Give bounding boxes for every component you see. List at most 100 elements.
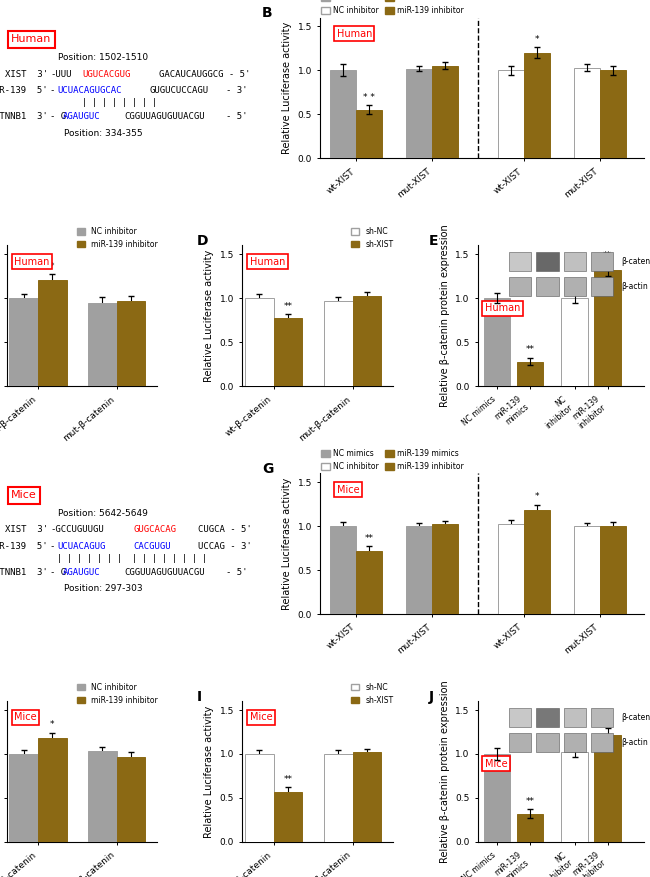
Text: mmu-miR-139  5': mmu-miR-139 5' bbox=[0, 542, 48, 552]
Text: CTNNB1  3': CTNNB1 3' bbox=[0, 111, 48, 121]
Text: **: ** bbox=[526, 346, 534, 354]
Text: I: I bbox=[197, 690, 202, 704]
Text: AGAUGUC: AGAUGUC bbox=[63, 111, 101, 121]
Bar bbox=[600, 526, 626, 614]
Text: AGAUGUC: AGAUGUC bbox=[63, 567, 101, 576]
Bar bbox=[356, 110, 382, 158]
Bar bbox=[356, 551, 382, 614]
Bar bbox=[562, 752, 588, 842]
Text: CACGUGU: CACGUGU bbox=[133, 542, 171, 552]
Bar bbox=[574, 526, 600, 614]
Bar bbox=[88, 752, 117, 842]
Text: -: - bbox=[50, 542, 61, 552]
Bar bbox=[524, 510, 550, 614]
Text: - 5': - 5' bbox=[226, 111, 247, 121]
Text: J: J bbox=[428, 690, 434, 704]
Text: *: * bbox=[605, 715, 610, 724]
Text: Human: Human bbox=[14, 257, 49, 267]
Text: - G: - G bbox=[50, 567, 66, 576]
Text: **: ** bbox=[603, 252, 612, 260]
Text: CUGCA - 5': CUGCA - 5' bbox=[198, 525, 252, 534]
Text: *: * bbox=[534, 493, 539, 502]
Text: -GCCUGUUGU: -GCCUGUUGU bbox=[50, 525, 104, 534]
Text: B: B bbox=[262, 6, 273, 20]
Text: Mice: Mice bbox=[337, 485, 359, 495]
Bar bbox=[432, 66, 458, 158]
Text: UCUACAGUG: UCUACAGUG bbox=[57, 542, 106, 552]
Legend: NC inhibitor, miR-139 inhibitor: NC inhibitor, miR-139 inhibitor bbox=[74, 680, 161, 708]
Text: Human: Human bbox=[11, 34, 51, 45]
Text: Mice: Mice bbox=[11, 490, 37, 500]
Bar bbox=[88, 303, 117, 386]
Bar bbox=[524, 53, 550, 158]
Text: | | | | | | | |: | | | | | | | | bbox=[81, 98, 157, 107]
Text: | | | | | | |: | | | | | | | bbox=[57, 554, 122, 563]
Bar bbox=[352, 296, 381, 386]
Bar bbox=[274, 317, 302, 386]
Legend: sh-NC, sh-XIST: sh-NC, sh-XIST bbox=[348, 680, 396, 708]
Y-axis label: Relative Luciferase activity: Relative Luciferase activity bbox=[282, 478, 292, 610]
Text: | | | | | | | |: | | | | | | | | bbox=[133, 554, 207, 563]
Text: -: - bbox=[50, 87, 61, 96]
Text: hsa-miR-139  5': hsa-miR-139 5' bbox=[0, 87, 48, 96]
Bar bbox=[406, 68, 432, 158]
Text: G: G bbox=[262, 462, 274, 476]
Bar bbox=[594, 270, 621, 386]
Bar bbox=[562, 298, 588, 386]
Text: UCUACAGUGCAC: UCUACAGUGCAC bbox=[57, 87, 122, 96]
Bar bbox=[330, 526, 356, 614]
Bar bbox=[330, 70, 356, 158]
Bar bbox=[594, 735, 621, 842]
Text: *: * bbox=[50, 720, 55, 730]
Bar bbox=[117, 301, 146, 386]
Legend: NC mimics, NC inhibitor, miR-139 mimics, miR-139 inhibitor: NC mimics, NC inhibitor, miR-139 mimics,… bbox=[318, 0, 467, 18]
Bar bbox=[38, 738, 67, 842]
Bar bbox=[9, 754, 38, 842]
Text: UGUCACGUG: UGUCACGUG bbox=[83, 69, 131, 79]
Text: **: ** bbox=[283, 775, 292, 784]
Text: GUGCACAG: GUGCACAG bbox=[133, 525, 176, 534]
Legend: sh-NC, sh-XIST: sh-NC, sh-XIST bbox=[348, 224, 396, 252]
Bar bbox=[38, 280, 67, 386]
Bar bbox=[484, 754, 510, 842]
Bar bbox=[600, 70, 626, 158]
Bar bbox=[432, 524, 458, 614]
Text: - G: - G bbox=[50, 111, 66, 121]
Y-axis label: Relative Luciferase activity: Relative Luciferase activity bbox=[204, 705, 214, 838]
Text: CGGUUAGUGUUACGU: CGGUUAGUGUUACGU bbox=[124, 567, 205, 576]
Bar bbox=[245, 298, 274, 386]
Bar bbox=[517, 361, 543, 386]
Text: **: ** bbox=[365, 534, 374, 543]
Text: E: E bbox=[428, 234, 438, 248]
Bar bbox=[574, 68, 600, 158]
Text: GUGUCUCCAGU: GUGUCUCCAGU bbox=[150, 87, 209, 96]
Text: Mice: Mice bbox=[14, 712, 36, 723]
Y-axis label: Relative β-catenin protein expression: Relative β-catenin protein expression bbox=[440, 681, 450, 863]
Text: Position: 334-355: Position: 334-355 bbox=[64, 129, 143, 138]
Text: * *: * * bbox=[363, 93, 375, 102]
Text: - 3': - 3' bbox=[226, 87, 247, 96]
Text: CGGUUAGUGUUACGU: CGGUUAGUGUUACGU bbox=[124, 111, 205, 121]
Text: XIST  3': XIST 3' bbox=[5, 69, 48, 79]
Bar bbox=[117, 757, 146, 842]
Bar bbox=[352, 752, 381, 842]
Text: GACAUCAUGGCG - 5': GACAUCAUGGCG - 5' bbox=[159, 69, 250, 79]
Text: Human: Human bbox=[250, 257, 285, 267]
Text: D: D bbox=[197, 234, 209, 248]
Bar bbox=[9, 298, 38, 386]
Text: CTNNB1  3': CTNNB1 3' bbox=[0, 567, 48, 576]
Y-axis label: Relative β-catenin protein expression: Relative β-catenin protein expression bbox=[440, 225, 450, 407]
Text: *: * bbox=[534, 35, 539, 44]
Text: - 5': - 5' bbox=[226, 567, 247, 576]
Bar bbox=[498, 70, 524, 158]
Text: Position: 5642-5649: Position: 5642-5649 bbox=[58, 509, 148, 517]
Text: Position: 297-303: Position: 297-303 bbox=[64, 584, 143, 594]
Text: Position: 1502-1510: Position: 1502-1510 bbox=[58, 53, 148, 61]
Y-axis label: Relative Luciferase activity: Relative Luciferase activity bbox=[282, 22, 292, 154]
Bar bbox=[484, 298, 510, 386]
Legend: NC inhibitor, miR-139 inhibitor: NC inhibitor, miR-139 inhibitor bbox=[74, 224, 161, 252]
Bar bbox=[498, 524, 524, 614]
Text: XIST  3': XIST 3' bbox=[5, 525, 48, 534]
Text: **: ** bbox=[526, 797, 534, 806]
Legend: NC mimics, NC inhibitor, miR-139 mimics, miR-139 inhibitor: NC mimics, NC inhibitor, miR-139 mimics,… bbox=[318, 446, 467, 474]
